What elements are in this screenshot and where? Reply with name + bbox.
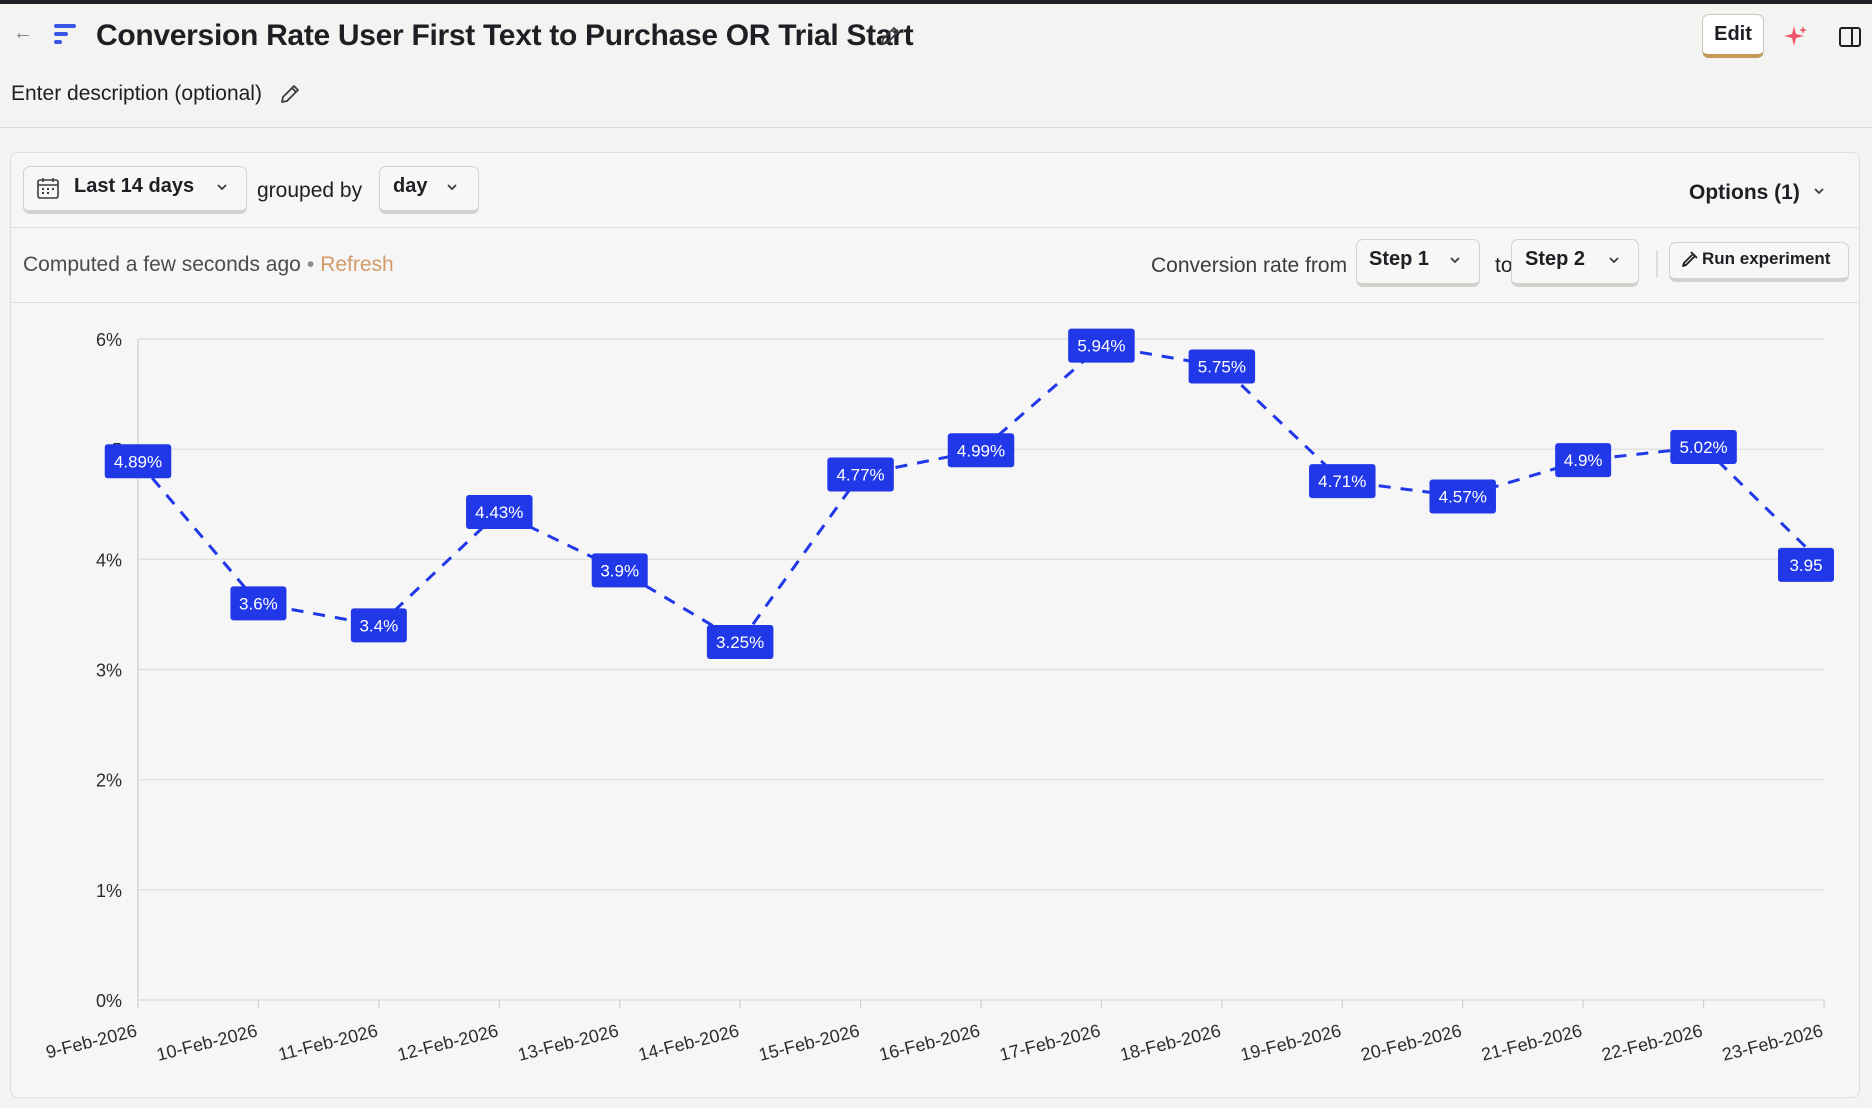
refresh-link[interactable]: Refresh	[320, 253, 394, 276]
data-label: 3.4%	[359, 616, 398, 635]
data-label: 3.95	[1789, 556, 1822, 575]
step-from-value: Step 1	[1369, 248, 1430, 270]
back-arrow-icon[interactable]: ←	[13, 22, 33, 44]
ai-sparkle-icon[interactable]	[1782, 24, 1808, 50]
y-tick-label: 1%	[96, 881, 122, 901]
header-divider	[0, 127, 1872, 128]
computed-text: Computed a few seconds ago	[23, 253, 301, 276]
data-label-box	[350, 608, 407, 643]
data-label-box	[1670, 429, 1737, 464]
funnel-insight-icon	[54, 24, 76, 44]
data-label: 3.6%	[239, 594, 278, 613]
data-label-box	[947, 433, 1015, 468]
x-tick-label: 17-Feb-2026	[998, 1020, 1103, 1064]
flask-icon	[1682, 251, 1698, 267]
data-label: 4.77%	[836, 466, 884, 485]
data-label: 5.75%	[1198, 358, 1246, 377]
side-panel-icon[interactable]	[1838, 26, 1862, 48]
step-from-dropdown[interactable]: Step 1	[1356, 239, 1480, 287]
x-tick-label: 9-Feb-2026	[44, 1020, 139, 1062]
x-tick-label: 12-Feb-2026	[395, 1020, 500, 1064]
computed-status: Computed a few seconds ago • Refresh	[23, 251, 394, 279]
chevron-down-icon	[217, 184, 227, 191]
chevron-down-icon	[447, 184, 457, 191]
data-label: 3.9%	[600, 561, 639, 580]
x-tick-label: 21-Feb-2026	[1479, 1020, 1584, 1064]
x-tick-label: 18-Feb-2026	[1118, 1020, 1223, 1064]
x-tick-label: 22-Feb-2026	[1600, 1020, 1705, 1064]
data-label-box	[706, 624, 774, 659]
x-tick-label: 13-Feb-2026	[516, 1020, 621, 1064]
x-tick-label: 16-Feb-2026	[877, 1020, 982, 1064]
x-tick-label: 10-Feb-2026	[155, 1020, 260, 1064]
y-tick-label: 6%	[96, 330, 122, 350]
conversion-from-label: Conversion rate from	[1151, 254, 1348, 277]
interval-dropdown[interactable]: day	[379, 166, 479, 214]
data-label-box	[1555, 443, 1612, 478]
data-label: 4.89%	[114, 452, 162, 471]
chevron-down-icon	[1609, 257, 1619, 264]
top-edge-bar	[0, 0, 1872, 4]
y-tick-label: 0%	[96, 991, 122, 1011]
data-label: 4.43%	[475, 503, 523, 522]
edit-title-pencil-icon[interactable]	[878, 24, 902, 48]
edit-button[interactable]: Edit	[1702, 14, 1764, 58]
data-label: 4.99%	[957, 441, 1005, 460]
page-title: Conversion Rate User First Text to Purch…	[96, 19, 914, 52]
data-label-box	[591, 553, 648, 588]
description-field[interactable]: Enter description (optional)	[11, 82, 262, 105]
data-label: 4.71%	[1318, 472, 1366, 491]
to-label: to	[1495, 254, 1513, 277]
interval-value: day	[393, 175, 428, 197]
x-tick-label: 23-Feb-2026	[1720, 1020, 1825, 1064]
date-range-value: Last 14 days	[74, 175, 195, 197]
date-range-dropdown[interactable]: Last 14 days	[23, 166, 247, 214]
options-toggle[interactable]: Options (1)	[1689, 181, 1800, 204]
data-label: 4.57%	[1439, 488, 1487, 507]
data-label-box	[1309, 464, 1376, 499]
edit-description-pencil-icon[interactable]	[278, 82, 302, 106]
data-label: 4.9%	[1564, 451, 1603, 470]
x-tick-label: 19-Feb-2026	[1238, 1020, 1343, 1064]
chevron-down-icon[interactable]	[1811, 183, 1827, 199]
data-label: 5.94%	[1077, 337, 1125, 356]
y-tick-label: 4%	[96, 550, 122, 570]
y-tick-label: 2%	[96, 771, 122, 791]
separator-dot: •	[306, 253, 315, 276]
filters-row: Last 14 days grouped by day Options (1)	[11, 153, 1859, 228]
toolbar-separator	[1656, 251, 1658, 277]
data-label: 3.25%	[716, 633, 764, 652]
chevron-down-icon	[1450, 257, 1460, 264]
data-label-box	[1429, 479, 1496, 514]
run-experiment-label: Run experiment	[1702, 249, 1831, 268]
status-row: Computed a few seconds ago • Refresh Conve…	[11, 227, 1859, 303]
step-to-dropdown[interactable]: Step 2	[1511, 239, 1639, 287]
data-label-box	[1068, 328, 1135, 363]
insight-card: Last 14 days grouped by day Options (1) …	[10, 152, 1860, 1098]
x-tick-label: 20-Feb-2026	[1359, 1020, 1464, 1064]
data-label-box	[466, 494, 533, 529]
insight-header: ← Conversion Rate User First Text to Pur…	[0, 4, 1872, 66]
grouped-by-label: grouped by	[257, 179, 363, 202]
calendar-icon	[37, 178, 59, 199]
data-label-box	[1188, 349, 1256, 384]
data-label: 5.02%	[1679, 438, 1727, 457]
x-tick-label: 14-Feb-2026	[636, 1020, 741, 1064]
step-to-value: Step 2	[1525, 248, 1586, 270]
run-experiment-button[interactable]: Run experiment	[1669, 242, 1849, 282]
x-tick-label: 15-Feb-2026	[757, 1020, 862, 1064]
data-label-box	[1778, 547, 1834, 582]
x-tick-label: 11-Feb-2026	[276, 1020, 380, 1064]
data-label-box	[827, 457, 894, 492]
series-line	[136, 344, 1826, 644]
data-label-box	[104, 444, 172, 479]
data-label-box	[230, 586, 287, 621]
y-tick-label: 3%	[96, 661, 122, 681]
